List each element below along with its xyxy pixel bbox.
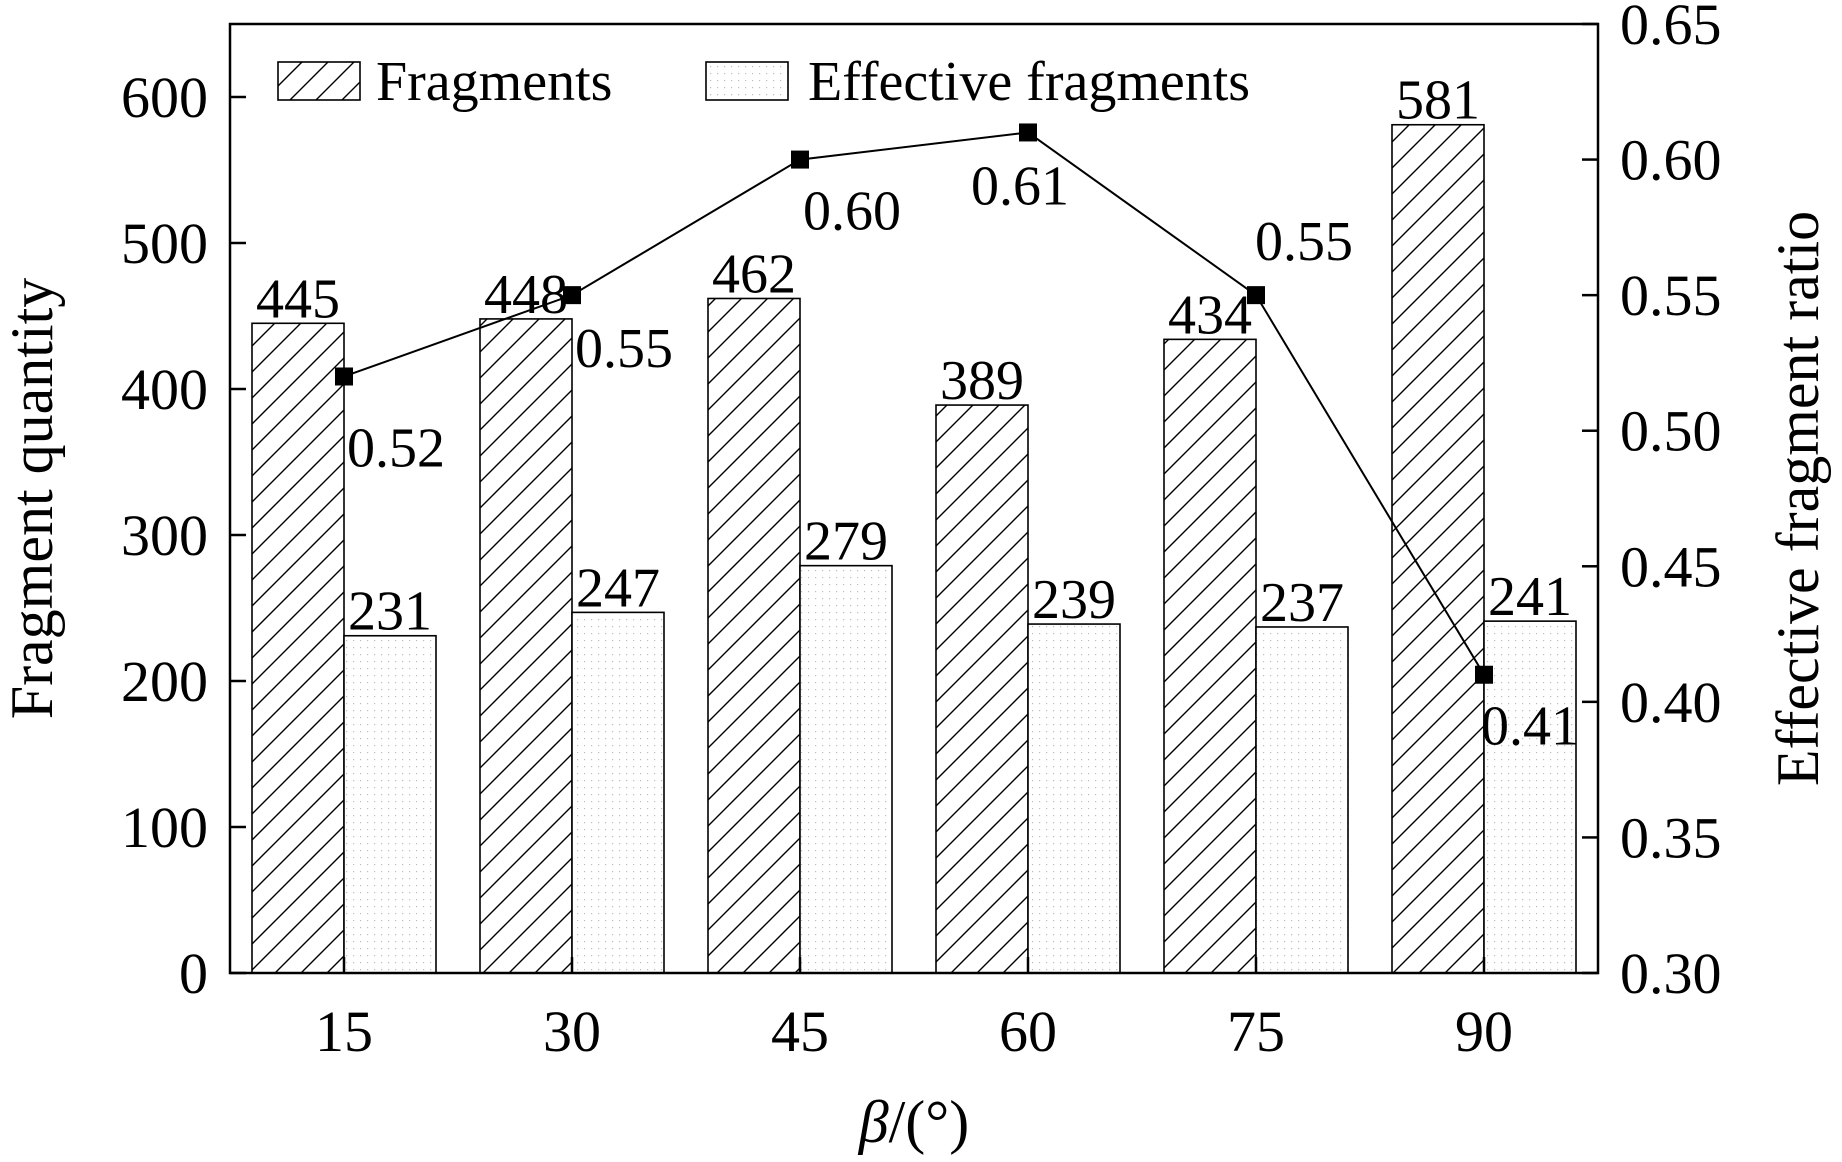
effective-fragments-bar	[1255, 626, 1349, 974]
x-tick-label: 75	[1227, 999, 1285, 1064]
legend: Fragments Effective fragments	[277, 51, 1250, 113]
x-axis-unit: /(°)	[889, 1089, 970, 1155]
effective-fragments-bar	[1027, 623, 1121, 974]
ratio-marker	[1247, 286, 1265, 305]
effective-fragments-value-label: 247	[576, 557, 660, 619]
fragments-bar	[707, 297, 801, 974]
ratio-value-label: 0.61	[971, 155, 1069, 217]
y-tick-label: 200	[121, 649, 208, 714]
fragments-value-label: 448	[484, 264, 568, 326]
labels-layer: 445 231 448 247 462 279 389 239 434 237 581 241 0.52…	[256, 70, 1579, 758]
y2-tick-label: 0.45	[1620, 534, 1722, 599]
legend-label-fragments: Fragments	[376, 51, 612, 113]
ratio-marker	[335, 367, 353, 386]
ratio-marker	[563, 286, 581, 305]
x-tick-label: 45	[771, 999, 829, 1064]
effective-fragments-value-label: 241	[1488, 566, 1572, 628]
ratio-marker	[791, 150, 809, 169]
effective-fragments-bar	[343, 634, 437, 974]
x-tick-label: 60	[999, 999, 1057, 1064]
ratio-value-label: 0.52	[347, 417, 445, 479]
y2-axis-title: Effective fragment ratio	[1765, 211, 1831, 786]
plot-frame	[228, 22, 1600, 975]
y-tick-label: 100	[121, 795, 208, 860]
y-tick-label: 0	[179, 941, 208, 1006]
bars-layer	[251, 123, 1577, 974]
y-tick-label: 600	[121, 65, 208, 130]
legend-label-effective-fragments: Effective fragments	[808, 51, 1250, 113]
y-axis-title: Fragment quantity	[0, 278, 65, 720]
x-tick-label: 15	[315, 999, 373, 1064]
y2-tick-label: 0.40	[1620, 670, 1722, 735]
effective-fragments-bar	[799, 564, 893, 974]
effective-fragments-value-label: 237	[1260, 572, 1344, 634]
y2-tick-label: 0.60	[1620, 128, 1722, 193]
effective-fragments-bar	[1483, 620, 1577, 974]
fragments-value-label: 389	[940, 350, 1024, 412]
fragments-value-label: 445	[256, 268, 340, 330]
ratio-marker	[1019, 123, 1037, 142]
fragments-value-label: 462	[712, 243, 796, 305]
effective-fragments-value-label: 231	[348, 581, 432, 643]
ratio-line	[343, 131, 1485, 676]
fragments-bar	[251, 322, 345, 974]
effective-fragments-bar	[571, 611, 665, 974]
x-tick-label: 30	[543, 999, 601, 1064]
y2-tick-label: 0.30	[1620, 941, 1722, 1006]
fragments-bar	[935, 404, 1029, 974]
ratio-marker	[1475, 665, 1493, 684]
ratio-value-label: 0.55	[1255, 211, 1353, 273]
ratio-value-label: 0.55	[575, 318, 673, 380]
x-axis-symbol: β	[858, 1089, 889, 1155]
fragments-value-label: 581	[1396, 70, 1480, 132]
ratio-line-layer	[335, 123, 1493, 684]
fragments-bar	[479, 318, 573, 974]
fragments-value-label: 434	[1168, 284, 1252, 346]
y-tick-label: 500	[121, 211, 208, 276]
y-tick-label: 300	[121, 503, 208, 568]
y2-tick-label: 0.35	[1620, 805, 1722, 870]
effective-fragments-value-label: 239	[1032, 569, 1116, 631]
y2-tick-label: 0.50	[1620, 399, 1722, 464]
effective-fragments-value-label: 279	[804, 511, 888, 573]
ratio-value-label: 0.60	[803, 181, 901, 243]
fragments-bar	[1391, 123, 1485, 974]
y2-tick-label: 0.65	[1620, 0, 1722, 57]
fragments-bar	[1163, 338, 1257, 974]
y2-tick-label: 0.55	[1620, 263, 1722, 328]
x-axis-title: β/(°)	[858, 1089, 970, 1155]
y-tick-label: 400	[121, 357, 208, 422]
ratio-value-label: 0.41	[1481, 696, 1579, 758]
legend-swatch-effective-fragments	[705, 61, 789, 101]
legend-swatch-fragments	[277, 61, 361, 101]
x-tick-label: 90	[1455, 999, 1513, 1064]
